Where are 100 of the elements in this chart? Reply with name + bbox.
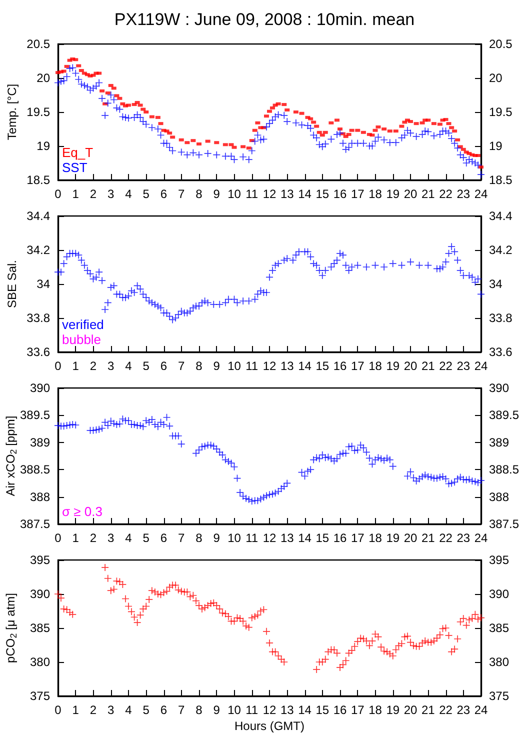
x-tick-label: 15	[316, 531, 330, 545]
x-tick-label: 10	[228, 703, 242, 717]
y-tick-label: 34	[36, 277, 50, 291]
x-tick-label: 22	[439, 187, 453, 201]
y2-tick-label: 390	[489, 587, 510, 601]
x-tick-label: 3	[108, 187, 115, 201]
x-tick-label: 17	[350, 359, 365, 373]
x-tick-label: 21	[421, 187, 436, 201]
x-tick-label: 2	[90, 359, 97, 373]
x-tick-label: 18	[368, 359, 382, 373]
y-axis-title: SBE Sal.	[5, 260, 19, 308]
x-tick-label: 1	[72, 703, 80, 717]
x-tick-label: 6	[160, 187, 168, 201]
x-tick-label: 23	[456, 187, 470, 201]
x-tick-label: 6	[160, 359, 168, 373]
x-tick-label: 16	[333, 531, 347, 545]
legend-label: bubble	[62, 332, 102, 347]
y-tick-label: 375	[30, 689, 50, 703]
x-tick-label: 3	[108, 703, 115, 717]
x-tick-label: 12	[262, 703, 276, 717]
x-tick-label: 11	[246, 187, 258, 201]
y2-tick-label: 385	[489, 621, 510, 635]
x-tick-label: 19	[386, 703, 400, 717]
x-tick-label: 23	[456, 359, 470, 373]
y-tick-label: 33.8	[26, 311, 50, 325]
x-tick-label: 22	[439, 531, 453, 545]
y-tick-label: 33.6	[26, 345, 50, 359]
x-tick-label: 5	[142, 187, 150, 201]
x-tick-label: 14	[298, 359, 312, 373]
y2-tick-label: 20	[489, 71, 503, 85]
x-tick-label: 15	[316, 703, 330, 717]
x-tick-label: 19	[386, 187, 400, 201]
y2-tick-label: 375	[489, 689, 510, 703]
x-tick-label: 5	[142, 531, 150, 545]
text: SST	[62, 160, 88, 175]
x-tick-label: 3	[108, 531, 115, 545]
x-tick-label: 17	[350, 187, 365, 201]
x-tick-label: 3	[108, 359, 115, 373]
y-tick-label: 387.5	[20, 517, 50, 531]
x-tick-label: 10	[228, 187, 242, 201]
y-tick-label: 385	[30, 621, 50, 635]
y-tick-label: 34.2	[26, 243, 50, 257]
x-tick-label: 22	[439, 359, 453, 373]
x-tick-label: 2	[90, 187, 97, 201]
y2-tick-label: 389	[489, 435, 510, 450]
y2-tick-label: 380	[489, 655, 510, 669]
x-tick-label: 15	[316, 187, 330, 201]
x-tick-label: 12	[262, 531, 276, 545]
x-tick-label: 24	[474, 703, 488, 717]
x-tick-label: 24	[474, 531, 488, 545]
x-tick-label: 14	[298, 187, 312, 201]
x-tick-label: 23	[456, 531, 470, 545]
chart-title: PX119W : June 09, 2008 : 10min. mean	[114, 10, 415, 29]
x-tick-label: 17	[350, 703, 365, 717]
x-tick-label: 5	[142, 703, 150, 717]
y-tick-label: 19	[36, 139, 50, 153]
x-tick-label: 7	[178, 187, 186, 201]
y2-tick-label: 34.2	[489, 243, 513, 257]
y-tick-label: 34.4	[26, 209, 50, 223]
x-tick-label: 17	[350, 531, 365, 545]
x-tick-label: 0	[54, 531, 62, 545]
x-tick-label: 8	[196, 703, 203, 717]
x-tick-label: 23	[456, 703, 470, 717]
x-tick-label: 18	[368, 703, 382, 717]
x-tick-label: 7	[178, 359, 186, 373]
x-tick-label: 18	[368, 531, 382, 545]
x-tick-label: 10	[228, 531, 242, 545]
x-tick-label: 22	[439, 703, 453, 717]
x-tick-label: 0	[54, 359, 62, 373]
x-tick-label: 7	[178, 703, 186, 717]
y-tick-label: 388.5	[20, 462, 50, 477]
x-tick-label: 21	[421, 531, 436, 545]
x-tick-label: 20	[404, 703, 418, 717]
y2-tick-label: 34	[489, 277, 503, 291]
x-tick-label: 20	[404, 359, 418, 373]
x-tick-label: 9	[213, 703, 220, 717]
y-tick-label: 388	[30, 490, 50, 504]
x-tick-label: 24	[474, 359, 488, 373]
x-tick-label: 8	[196, 531, 203, 545]
x-tick-label: 5	[142, 359, 150, 373]
y2-tick-label: 390	[489, 381, 510, 395]
y2-tick-label: 389.5	[489, 408, 520, 422]
x-tick-label: 16	[333, 359, 347, 373]
x-tick-label: 7	[178, 531, 186, 545]
x-tick-label: 16	[333, 187, 347, 201]
x-tick-label: 21	[421, 703, 436, 717]
y2-tick-label: 387.5	[489, 517, 520, 531]
x-tick-label: 1	[72, 359, 80, 373]
x-tick-label: 4	[125, 703, 132, 717]
x-tick-label: 2	[90, 531, 97, 545]
y-tick-label: 389.5	[20, 408, 50, 422]
y-tick-label: 390	[30, 381, 50, 395]
x-tick-label: 0	[54, 703, 62, 717]
y-tick-label: 18.5	[26, 173, 50, 187]
x-tick-label: 20	[404, 187, 418, 201]
x-tick-label: 20	[404, 531, 418, 545]
x-tick-label: 9	[213, 187, 220, 201]
y2-tick-label: 395	[489, 553, 510, 567]
x-tick-label: 14	[298, 703, 312, 717]
y-tick-label: 380	[30, 655, 50, 669]
